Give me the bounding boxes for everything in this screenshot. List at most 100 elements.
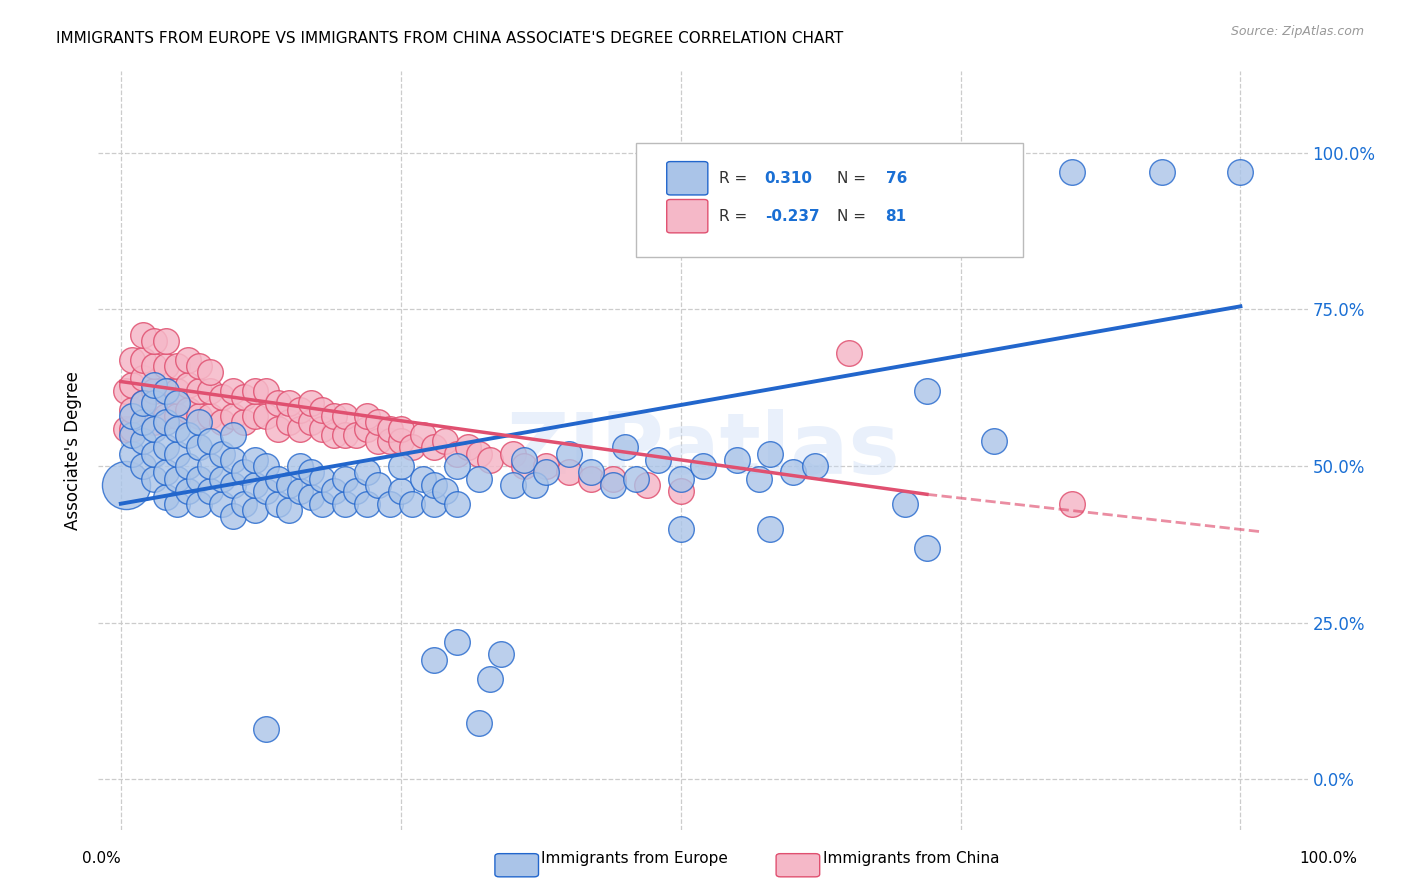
Text: Source: ZipAtlas.com: Source: ZipAtlas.com <box>1230 25 1364 38</box>
Point <box>200 365 222 379</box>
Point <box>446 459 468 474</box>
Text: 0.0%: 0.0% <box>82 851 121 865</box>
Point <box>143 334 166 348</box>
Point <box>155 359 177 373</box>
Point <box>502 478 524 492</box>
Point <box>266 421 288 435</box>
Point <box>669 472 692 486</box>
Text: R =: R = <box>718 170 752 186</box>
Point <box>838 346 860 360</box>
Point <box>243 453 266 467</box>
Point <box>132 459 155 474</box>
Point <box>233 497 256 511</box>
Point <box>322 484 344 499</box>
Point <box>166 384 188 398</box>
Point <box>367 415 389 429</box>
Point <box>166 409 188 423</box>
Point <box>233 390 256 404</box>
Point <box>344 427 367 442</box>
Point <box>132 396 155 410</box>
Point <box>121 352 143 367</box>
Point <box>333 497 356 511</box>
Point <box>177 352 200 367</box>
Point <box>446 497 468 511</box>
Point <box>155 409 177 423</box>
Point <box>277 415 299 429</box>
Point <box>288 402 311 417</box>
Point <box>254 484 277 499</box>
Point <box>143 377 166 392</box>
Point <box>222 453 245 467</box>
Point <box>222 478 245 492</box>
Point <box>254 723 277 737</box>
FancyBboxPatch shape <box>637 144 1024 257</box>
Point <box>266 472 288 486</box>
Point <box>155 440 177 454</box>
Point <box>132 371 155 385</box>
Point <box>166 359 188 373</box>
Point <box>166 472 188 486</box>
Point <box>254 384 277 398</box>
Point <box>434 484 457 499</box>
Point <box>121 447 143 461</box>
Point <box>759 447 782 461</box>
Point <box>254 459 277 474</box>
Point <box>915 541 938 555</box>
Point <box>211 390 233 404</box>
Point <box>277 396 299 410</box>
Point <box>748 472 770 486</box>
Point <box>288 459 311 474</box>
Point <box>536 466 558 480</box>
Point <box>513 453 536 467</box>
Text: R =: R = <box>718 209 752 224</box>
Text: IMMIGRANTS FROM EUROPE VS IMMIGRANTS FROM CHINA ASSOCIATE'S DEGREE CORRELATION C: IMMIGRANTS FROM EUROPE VS IMMIGRANTS FRO… <box>56 31 844 46</box>
Point <box>389 484 412 499</box>
Point <box>243 503 266 517</box>
Point <box>759 522 782 536</box>
Point <box>423 497 446 511</box>
Point <box>188 440 211 454</box>
Point <box>299 466 322 480</box>
Point <box>468 716 491 731</box>
Point <box>233 466 256 480</box>
Point <box>636 478 658 492</box>
Point <box>266 396 288 410</box>
Point <box>222 409 245 423</box>
Point <box>579 472 602 486</box>
Point <box>468 472 491 486</box>
Point <box>524 478 547 492</box>
Text: 0.310: 0.310 <box>765 170 813 186</box>
Point <box>188 472 211 486</box>
Point <box>893 497 915 511</box>
Point <box>243 478 266 492</box>
Point <box>378 497 401 511</box>
Point <box>211 472 233 486</box>
Point <box>243 384 266 398</box>
Point <box>479 453 502 467</box>
Point <box>479 672 502 686</box>
Point <box>166 497 188 511</box>
Point <box>155 415 177 429</box>
Point <box>121 421 143 435</box>
Point <box>266 497 288 511</box>
Point <box>602 478 624 492</box>
Point <box>624 472 647 486</box>
Point <box>446 634 468 648</box>
Point <box>333 427 356 442</box>
Point <box>288 484 311 499</box>
Point <box>143 384 166 398</box>
Point <box>222 427 245 442</box>
Point <box>200 484 222 499</box>
Point <box>367 434 389 448</box>
Point <box>188 409 211 423</box>
Point <box>277 478 299 492</box>
Point <box>434 434 457 448</box>
Point <box>299 415 322 429</box>
FancyBboxPatch shape <box>666 200 707 233</box>
Point <box>115 478 138 492</box>
Point <box>155 334 177 348</box>
Point <box>356 497 378 511</box>
Point <box>143 415 166 429</box>
Point <box>446 447 468 461</box>
Point <box>177 377 200 392</box>
